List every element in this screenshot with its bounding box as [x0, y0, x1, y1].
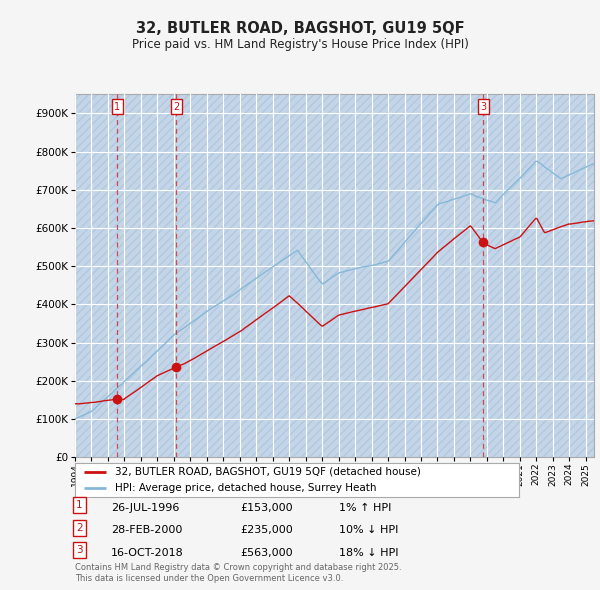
Text: HPI: Average price, detached house, Surrey Heath: HPI: Average price, detached house, Surr…: [115, 483, 376, 493]
Text: 10% ↓ HPI: 10% ↓ HPI: [339, 525, 398, 535]
Text: 32, BUTLER ROAD, BAGSHOT, GU19 5QF (detached house): 32, BUTLER ROAD, BAGSHOT, GU19 5QF (deta…: [115, 467, 421, 477]
Text: 1: 1: [76, 500, 83, 510]
Text: 16-OCT-2018: 16-OCT-2018: [111, 548, 184, 558]
Text: 1: 1: [114, 101, 121, 112]
Text: 2: 2: [173, 101, 179, 112]
Text: This data is licensed under the Open Government Licence v3.0.: This data is licensed under the Open Gov…: [75, 574, 343, 583]
Text: 32, BUTLER ROAD, BAGSHOT, GU19 5QF: 32, BUTLER ROAD, BAGSHOT, GU19 5QF: [136, 21, 464, 35]
Text: 2: 2: [76, 523, 83, 533]
Text: Price paid vs. HM Land Registry's House Price Index (HPI): Price paid vs. HM Land Registry's House …: [131, 38, 469, 51]
Text: 26-JUL-1996: 26-JUL-1996: [111, 503, 179, 513]
Text: 28-FEB-2000: 28-FEB-2000: [111, 525, 182, 535]
Text: 1% ↑ HPI: 1% ↑ HPI: [339, 503, 391, 513]
Text: 3: 3: [76, 545, 83, 555]
Text: Contains HM Land Registry data © Crown copyright and database right 2025.: Contains HM Land Registry data © Crown c…: [75, 563, 401, 572]
Text: 18% ↓ HPI: 18% ↓ HPI: [339, 548, 398, 558]
Text: £153,000: £153,000: [240, 503, 293, 513]
Text: 3: 3: [481, 101, 487, 112]
Text: £235,000: £235,000: [240, 525, 293, 535]
Text: £563,000: £563,000: [240, 548, 293, 558]
